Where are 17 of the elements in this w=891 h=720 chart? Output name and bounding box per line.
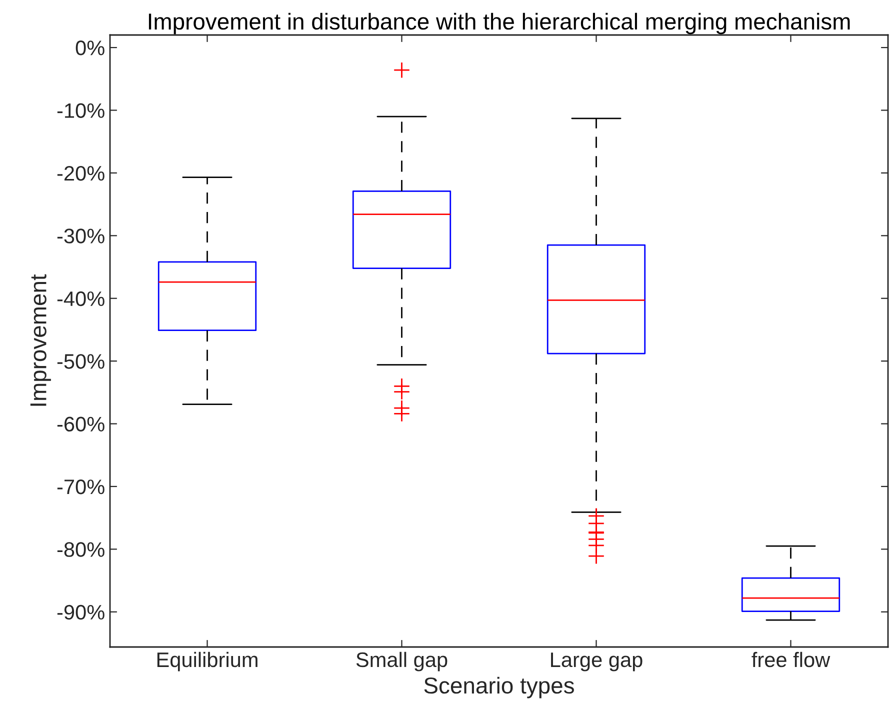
- y-tick-label: -30%: [57, 228, 104, 244]
- x-tick-label: Large gap: [551, 652, 642, 672]
- x-tick-label: Equilibrium: [157, 652, 258, 672]
- y-tick-label: -80%: [57, 542, 104, 557]
- y-tick-label: -90%: [57, 604, 104, 620]
- y-tick-label: -40%: [57, 291, 104, 306]
- y-tick-label: 0%: [76, 40, 104, 56]
- y-tick-label: -70%: [57, 479, 104, 494]
- y-tick-label: -50%: [57, 354, 104, 369]
- x-tick-label: Small gap: [356, 652, 448, 672]
- y-tick-label: -10%: [57, 103, 104, 118]
- y-axis-title: Improvement: [30, 274, 51, 406]
- y-tick-label: -20%: [57, 166, 104, 181]
- y-tick-label: -60%: [57, 416, 104, 432]
- chart-title: Improvement in disturbance with the hierarchical merging mechanism: [148, 12, 850, 34]
- x-axis-title: Scenario types: [424, 676, 574, 698]
- x-tick-label: free flow: [752, 652, 830, 668]
